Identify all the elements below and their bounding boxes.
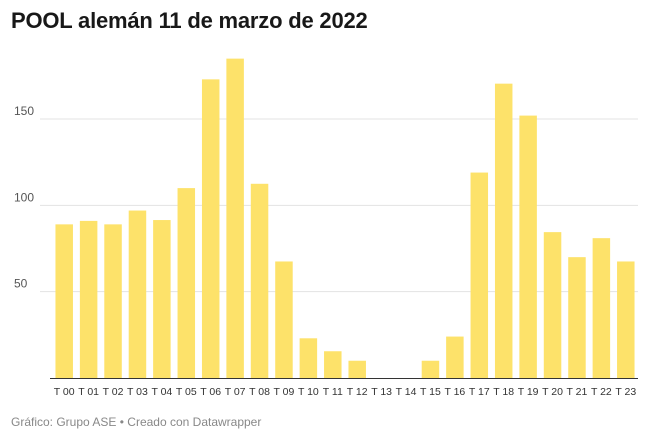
- bar-t15: [421, 360, 440, 378]
- x-tick-label-t05: T 05: [176, 386, 197, 398]
- x-tick-label-t12: T 12: [347, 386, 368, 398]
- x-tick-label-t11: T 11: [323, 386, 343, 398]
- bar-t21: [568, 257, 586, 378]
- bar-t19: [519, 115, 537, 378]
- chart-title: POOL alemán 11 de marzo de 2022: [11, 8, 368, 33]
- bar-t18: [494, 83, 513, 379]
- x-tick-label-t15: T 15: [420, 386, 441, 398]
- x-tick-label-t09: T 09: [274, 386, 295, 398]
- footer-credit: Creado con Datawrapper: [127, 415, 262, 429]
- x-tick-label-t22: T 22: [591, 386, 612, 398]
- x-tick-label-t19: T 19: [518, 386, 539, 398]
- x-tick-label-t07: T 07: [225, 386, 246, 398]
- y-tick-label-100: 100: [14, 190, 34, 204]
- x-tick-label-t00: T 00: [54, 386, 75, 398]
- bar-t05: [177, 188, 196, 378]
- x-tick-label-t21: T 21: [567, 386, 588, 398]
- bars: [55, 58, 635, 379]
- bar-t16: [446, 336, 464, 378]
- x-tick-label-t03: T 03: [127, 386, 148, 398]
- bar-t23: [617, 261, 635, 378]
- x-axis-labels: T 00 T 01 T 02 T 03 T 04 T 05 T 06 T 07 T 08 T 09…: [54, 386, 637, 398]
- x-tick-label-t17: T 17: [469, 386, 490, 398]
- x-tick-label-t20: T 20: [542, 386, 563, 398]
- x-tick-label-t10: T 10: [298, 386, 319, 398]
- x-tick-label-t02: T 02: [103, 386, 124, 398]
- x-tick-label-t14: T 14: [396, 386, 417, 398]
- bar-t04: [153, 220, 171, 378]
- bar-t22: [592, 238, 611, 378]
- x-tick-label-t06: T 06: [200, 386, 221, 398]
- bar-t20: [543, 232, 562, 378]
- bar-t02: [104, 224, 122, 378]
- bar-t10: [299, 338, 318, 378]
- y-axis-ticks: 50 100 150: [14, 104, 34, 291]
- bar-t01: [79, 220, 98, 378]
- bar-t07: [226, 58, 244, 378]
- chart-footer: Gráfico: Grupo ASE • Creado con Datawrap…: [11, 415, 261, 429]
- footer-source: Gráfico: Grupo ASE: [11, 415, 117, 429]
- x-tick-label-t04: T 04: [151, 386, 172, 398]
- y-tick-label-150: 150: [14, 104, 34, 118]
- x-tick-label-t13: T 13: [371, 386, 392, 398]
- bar-t12: [348, 360, 366, 378]
- bar-t11: [324, 351, 342, 378]
- bar-t03: [128, 210, 147, 378]
- x-tick-label-t08: T 08: [249, 386, 270, 398]
- bar-t09: [275, 261, 293, 378]
- footer-separator: •: [119, 415, 124, 429]
- bar-t06: [201, 79, 220, 379]
- bar-t08: [250, 183, 269, 378]
- x-tick-label-t16: T 16: [444, 386, 465, 398]
- x-tick-label-t01: T 01: [78, 386, 99, 398]
- y-tick-label-50: 50: [14, 277, 28, 291]
- x-tick-label-t18: T 18: [493, 386, 514, 398]
- x-tick-label-t23: T 23: [615, 386, 636, 398]
- bar-t17: [470, 172, 489, 378]
- bar-t00: [55, 224, 73, 378]
